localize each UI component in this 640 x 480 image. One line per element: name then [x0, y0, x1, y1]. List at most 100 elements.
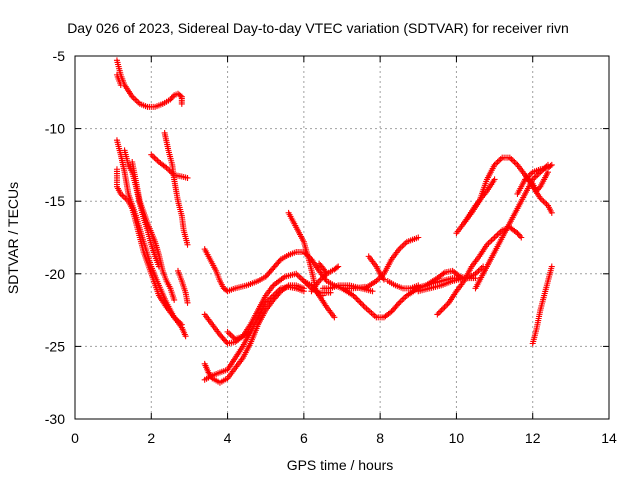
data-point	[360, 302, 367, 309]
data-point	[151, 154, 158, 161]
data-point	[534, 172, 541, 179]
y-tick-label: -30	[45, 411, 65, 427]
data-point	[491, 176, 498, 183]
data-point	[415, 234, 422, 241]
data-point	[226, 330, 233, 337]
data-point	[397, 244, 404, 251]
data-point	[399, 296, 406, 303]
data-point	[440, 305, 447, 312]
data-point	[437, 308, 444, 315]
data-point	[488, 237, 495, 244]
data-point	[518, 234, 525, 241]
series-arc-h	[161, 129, 191, 248]
data-point	[171, 296, 178, 303]
data-point	[369, 288, 376, 295]
data-point	[120, 193, 127, 200]
data-point	[357, 299, 364, 306]
x-axis-label: GPS time / hours	[287, 457, 394, 473]
data-point	[380, 276, 387, 283]
data-point	[493, 233, 500, 240]
data-point	[540, 198, 547, 205]
series-arc-i	[174, 267, 191, 306]
x-tick-label: 14	[601, 430, 617, 446]
y-tick-label: -5	[53, 48, 66, 64]
data-point	[227, 331, 234, 338]
data-point	[297, 275, 304, 282]
x-tick-label: 0	[71, 430, 79, 446]
y-tick-label: -10	[45, 121, 65, 137]
data-point	[491, 234, 498, 241]
data-point	[508, 156, 515, 163]
plot-frame	[74, 55, 610, 420]
series-arc-s	[316, 260, 330, 277]
x-tick-label: 4	[224, 430, 232, 446]
series-arc-af	[529, 263, 555, 347]
y-tick-label: -20	[45, 266, 65, 282]
data-point	[178, 100, 185, 107]
data-point	[490, 235, 497, 242]
data-point	[472, 275, 479, 282]
series-arc-ae	[522, 169, 551, 195]
data-point	[512, 160, 519, 167]
x-tick-label: 6	[300, 430, 308, 446]
data-point	[178, 321, 185, 328]
y-tick-label: -15	[45, 193, 65, 209]
x-tick-label: 2	[147, 430, 155, 446]
data-point	[356, 298, 363, 305]
series-arc-d	[113, 166, 185, 328]
data-point	[547, 162, 554, 169]
series-arc-q	[308, 263, 342, 295]
data-point	[497, 156, 504, 163]
x-tick-label: 8	[376, 430, 384, 446]
data-point	[544, 169, 551, 176]
data-point	[354, 296, 361, 303]
data-point	[353, 295, 360, 302]
data-point	[400, 241, 407, 248]
data-point	[359, 301, 366, 308]
data-point	[397, 298, 404, 305]
data-point	[333, 264, 340, 271]
series-arc-ac	[461, 176, 498, 226]
data-point	[300, 288, 307, 295]
data-point	[548, 263, 555, 270]
series-arc-v	[365, 253, 387, 283]
data-point	[509, 157, 516, 164]
data-point	[541, 199, 548, 206]
data-point	[184, 174, 191, 181]
data-point	[117, 82, 124, 89]
series-arc-a	[113, 57, 185, 110]
grid-lines	[75, 56, 609, 419]
series-arc-z	[434, 224, 525, 318]
data-point	[132, 96, 139, 103]
data-point	[177, 92, 184, 99]
y-tick-label: -25	[45, 338, 65, 354]
series-arc-r	[319, 282, 376, 295]
data-point	[511, 158, 518, 165]
data-point	[434, 311, 441, 318]
data-point	[399, 243, 406, 250]
data-point	[532, 173, 539, 180]
data-point	[149, 153, 156, 160]
data-point	[548, 209, 555, 216]
y-tick-labels: -5 -10 -15 -20 -25 -30	[45, 48, 65, 427]
data-point	[494, 158, 501, 165]
data-point	[184, 241, 191, 248]
data-point	[323, 270, 330, 277]
series-arc-aa	[453, 154, 555, 237]
data-point	[268, 294, 275, 301]
series-arc-n	[224, 328, 254, 343]
data-point	[475, 267, 482, 274]
data-point	[486, 238, 493, 245]
chart-title: Day 026 of 2023, Sidereal Day-to-day VTE…	[67, 20, 569, 36]
data-point	[494, 231, 501, 238]
data-point	[441, 304, 448, 311]
axis-ticks	[74, 55, 610, 420]
series-arc-f	[129, 158, 178, 303]
data-point	[400, 295, 407, 302]
data-points	[113, 57, 555, 386]
series-arc-y	[415, 275, 479, 295]
x-tick-label: 10	[449, 430, 465, 446]
data-point	[152, 156, 159, 163]
data-point	[335, 263, 342, 270]
